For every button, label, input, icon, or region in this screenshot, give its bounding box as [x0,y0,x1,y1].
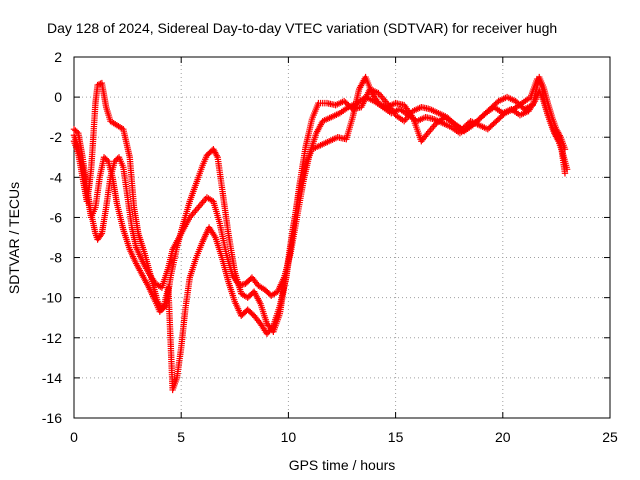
data-point [561,146,569,153]
y-tick-label: -14 [42,370,62,386]
data-point [103,156,111,164]
data-point [159,303,167,311]
y-tick-label: -12 [42,330,62,346]
x-axis-label: GPS time / hours [289,457,396,473]
y-tick-label: -16 [42,410,62,426]
y-tick-label: 0 [54,89,62,105]
data-marks [70,73,571,394]
plot-frame [73,56,611,419]
y-tick-label: 2 [54,49,62,65]
y-tick-label: -6 [50,209,63,225]
y-tick-label: -8 [50,250,63,266]
x-tick-label: 15 [388,429,404,445]
y-tick-label: -4 [50,169,63,185]
series-trace-2 [70,73,571,335]
y-tick-label: -2 [50,129,63,145]
data-point [97,231,104,239]
data-point [95,81,103,88]
series-trace-3 [70,73,569,394]
y-axis-label: SDTVAR / TECUs [6,182,22,294]
data-point [561,170,569,177]
x-tick-labels: 0 5 10 15 20 25 [70,429,618,445]
data-point [73,128,81,136]
chart-title: Day 128 of 2024, Sidereal Day-to-day VTE… [47,20,557,36]
x-tick-label: 20 [495,429,511,445]
x-tick-label: 25 [602,429,618,445]
x-tick-label: 10 [281,429,297,445]
data-point [563,166,571,173]
x-tick-label: 5 [177,429,185,445]
x-tick-label: 0 [70,429,78,445]
y-tick-label: -10 [42,290,62,306]
y-tick-labels: -16 -14 -12 -10 -8 -6 -4 -2 0 2 [42,49,62,426]
